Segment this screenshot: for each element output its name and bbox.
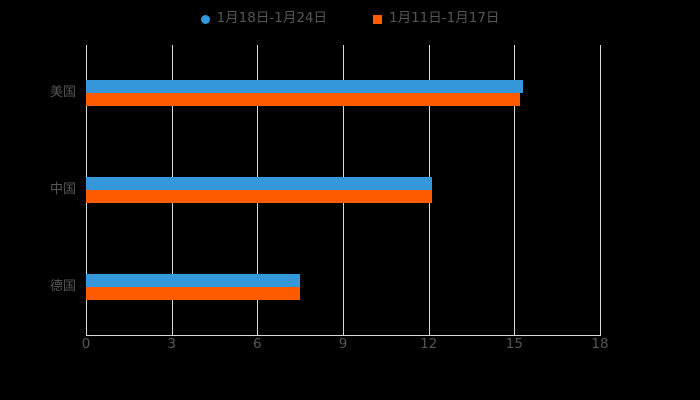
chart-legend: 1月18日-1月24日 1月11日-1月17日 (0, 6, 700, 32)
y-axis-label-1: 中国 (49, 182, 76, 197)
legend-square-marker-icon (373, 14, 382, 24)
legend-item-series-0[interactable]: 1月18日-1月24日 (200, 10, 327, 27)
x-tick-label-4: 12 (420, 336, 438, 352)
x-axis-line (86, 335, 601, 336)
x-tick-label-0: 0 (81, 336, 91, 352)
plot-area (86, 45, 601, 335)
x-tick-label-5: 15 (505, 336, 523, 352)
bar-德国-series-0[interactable] (86, 273, 301, 287)
x-tick-label-6: 18 (591, 336, 609, 352)
y-axis-category-labels: 美国 中国 德国 (0, 0, 76, 400)
y-axis-label-0: 美国 (49, 85, 76, 101)
x-tick-label-2: 6 (253, 336, 262, 352)
legend-label-series-1: 1月11日-1月17日 (389, 10, 500, 27)
bar-美国-series-0[interactable] (86, 80, 523, 94)
bar-中国-series-0[interactable] (86, 177, 432, 190)
x-gridline (600, 45, 601, 335)
bar-中国-series-1[interactable] (86, 190, 432, 203)
legend-label-series-0: 1月18日-1月24日 (216, 10, 327, 27)
x-gridline (514, 45, 516, 335)
y-axis-label-2: 德国 (49, 278, 76, 294)
legend-item-series-1[interactable]: 1月11日-1月17日 (373, 12, 499, 26)
x-tick-label-1: 3 (167, 336, 176, 352)
bar-美国-series-1[interactable] (86, 93, 521, 107)
bar-德国-series-1[interactable] (86, 286, 301, 300)
x-tick-label-3: 9 (338, 336, 348, 352)
legend-circle-marker-icon (200, 14, 210, 24)
